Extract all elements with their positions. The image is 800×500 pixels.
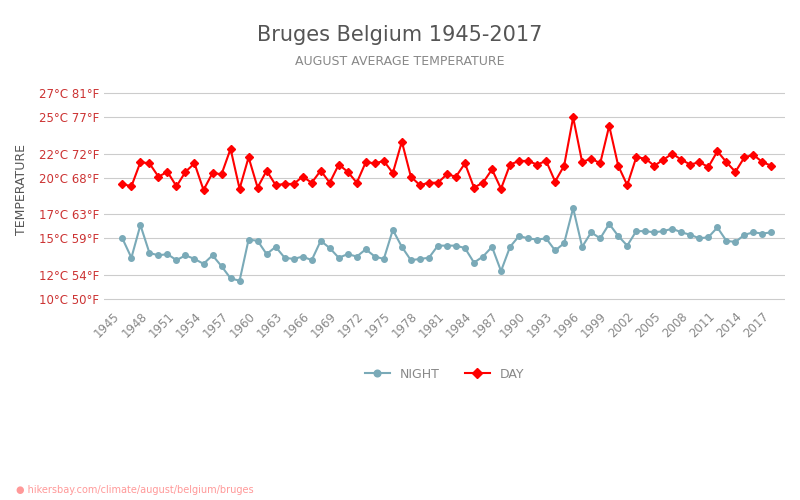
DAY xyxy=(766,163,776,169)
NIGHT xyxy=(271,244,281,250)
DAY xyxy=(722,159,731,165)
NIGHT xyxy=(343,251,353,257)
DAY xyxy=(343,169,353,175)
Line: NIGHT: NIGHT xyxy=(119,206,774,284)
Line: DAY: DAY xyxy=(119,114,774,193)
Text: ● hikersbay.com/climate/august/belgium/bruges: ● hikersbay.com/climate/august/belgium/b… xyxy=(16,485,254,495)
Y-axis label: TEMPERATURE: TEMPERATURE xyxy=(15,144,28,236)
Legend: NIGHT, DAY: NIGHT, DAY xyxy=(360,363,530,386)
DAY xyxy=(568,114,578,120)
NIGHT xyxy=(722,238,731,244)
DAY xyxy=(271,182,281,188)
DAY xyxy=(451,174,461,180)
Text: AUGUST AVERAGE TEMPERATURE: AUGUST AVERAGE TEMPERATURE xyxy=(295,55,505,68)
NIGHT xyxy=(234,278,244,283)
DAY xyxy=(198,187,208,193)
DAY xyxy=(694,159,704,165)
DAY xyxy=(677,156,686,162)
NIGHT xyxy=(451,242,461,248)
DAY xyxy=(118,181,127,187)
NIGHT xyxy=(766,230,776,235)
NIGHT xyxy=(694,236,704,242)
NIGHT xyxy=(568,205,578,211)
NIGHT xyxy=(677,230,686,235)
NIGHT xyxy=(118,236,127,242)
Text: Bruges Belgium 1945-2017: Bruges Belgium 1945-2017 xyxy=(258,25,542,45)
